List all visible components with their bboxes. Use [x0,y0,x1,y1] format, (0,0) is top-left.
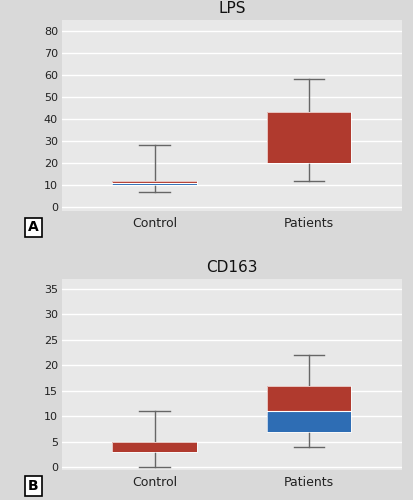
Bar [266,386,351,432]
Bar [266,412,351,432]
Title: CD163: CD163 [206,260,257,274]
Bar [112,180,197,185]
Bar [266,386,351,411]
Bar [266,112,351,163]
Title: LPS: LPS [218,1,245,16]
Bar [112,442,197,452]
Bar [112,442,197,452]
Bar [112,180,197,183]
Text: B: B [28,479,39,493]
Bar [112,183,197,185]
Text: A: A [28,220,39,234]
Bar [266,112,351,163]
